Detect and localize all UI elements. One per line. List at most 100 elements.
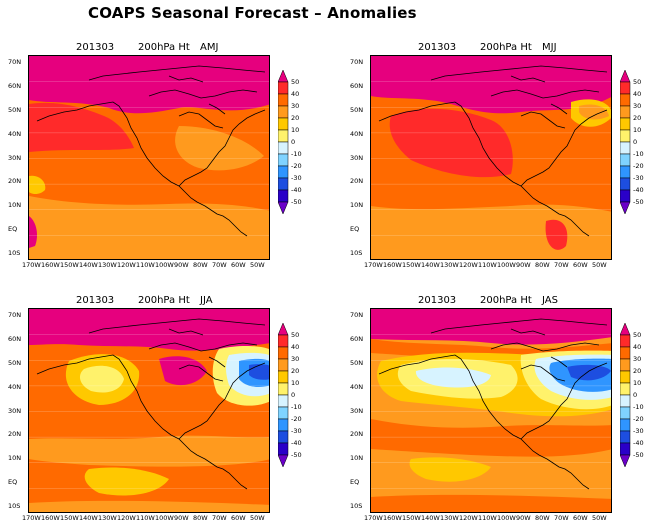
colorbar-level-label: 0 — [291, 391, 296, 399]
lon-tick-label: 60W — [573, 261, 588, 269]
colorbar-level-label: 30 — [291, 355, 300, 363]
colorbar-level-label: 10 — [633, 379, 642, 387]
lat-tick-label: 60N — [8, 334, 22, 343]
lat-tick-label: 30N — [350, 153, 364, 162]
lon-tick-label: 160W — [383, 261, 402, 269]
lon-tick-label: 170W — [364, 261, 383, 269]
lat-tick-label: EQ — [8, 225, 18, 234]
lat-tick-label: 20N — [8, 177, 22, 186]
lon-tick-label: 50W — [592, 514, 607, 522]
lon-tick-label: 150W — [402, 261, 421, 269]
forecast-panel-jja: 201303 200hPa Ht JJA 70N 60N 50N 40N 30N 20N 10N… — [0, 253, 326, 522]
lon-tick-label: 80W — [193, 514, 208, 522]
lat-tick-label: 40N — [8, 382, 22, 391]
colorbar-level-label: -40 — [291, 439, 302, 447]
lon-tick-label: 140W — [79, 514, 98, 522]
colorbar-level-label: -50 — [291, 198, 302, 206]
lon-tick-label: 60W — [231, 261, 246, 269]
lon-tick-label: 170W — [22, 261, 41, 269]
panel-variable: 200hPa Ht — [138, 42, 190, 53]
colorbar-level-label: 20 — [291, 367, 300, 375]
lat-tick-label: EQ — [350, 478, 360, 487]
lat-tick-label: 60N — [350, 334, 364, 343]
lon-tick-label: 110W — [136, 261, 155, 269]
colorbar-level-label: -50 — [291, 451, 302, 459]
lon-tick-label: 70W — [554, 514, 569, 522]
colorbar-level-label: 10 — [291, 379, 300, 387]
colorbar-level-label: -20 — [633, 415, 644, 423]
anomaly-map — [370, 55, 612, 260]
lon-tick-label: 140W — [421, 261, 440, 269]
colorbar-level-label: -50 — [633, 451, 644, 459]
colorbar-level-label: 50 — [633, 331, 642, 339]
colorbar-level-label: 10 — [633, 126, 642, 134]
lon-tick-label: 170W — [364, 514, 383, 522]
panel-variable: 200hPa Ht — [138, 295, 190, 306]
colorbar-level-label: -10 — [291, 150, 302, 158]
colorbar-level-label: 10 — [291, 126, 300, 134]
lon-tick-label: 60W — [231, 514, 246, 522]
anomaly-map — [370, 308, 612, 513]
colorbar-level-label: -30 — [291, 427, 302, 435]
lat-tick-label: 70N — [8, 311, 22, 319]
lon-tick-label: 150W — [60, 514, 79, 522]
colorbar-level-label: -10 — [633, 403, 644, 411]
lon-tick-label: 170W — [22, 514, 41, 522]
colorbar-level-label: 30 — [633, 102, 642, 110]
lat-tick-label: 10N — [350, 201, 364, 210]
lon-tick-label: 120W — [117, 514, 136, 522]
colorbar-level-label: 20 — [291, 114, 300, 122]
lon-tick-label: 100W — [497, 261, 516, 269]
lon-tick-label: 90W — [516, 514, 531, 522]
colorbar-level-label: 50 — [291, 331, 300, 339]
lat-tick-label: 30N — [8, 153, 22, 162]
lon-tick-label: 70W — [554, 261, 569, 269]
colorbar-level-label: 0 — [291, 138, 296, 146]
colorbar-level-label: 40 — [633, 343, 642, 351]
lat-tick-label: 20N — [350, 430, 364, 439]
panel-variable: 200hPa Ht — [480, 42, 532, 53]
colorbar-level-label: -30 — [291, 174, 302, 182]
lon-tick-label: 130W — [98, 261, 117, 269]
forecast-panel-jas: 201303 200hPa Ht JAS 70N 60N 50N 40N 30N 20N 10N… — [342, 253, 652, 522]
lat-tick-label: 70N — [8, 58, 22, 66]
lon-tick-label: 70W — [212, 261, 227, 269]
colorbar-level-label: 40 — [291, 343, 300, 351]
colorbar-level-label: 40 — [291, 90, 300, 98]
lon-tick-label: 90W — [174, 261, 189, 269]
lon-tick-label: 160W — [383, 514, 402, 522]
lat-tick-label: 10N — [8, 201, 22, 210]
lat-tick-label: 40N — [350, 129, 364, 138]
lat-tick-label: EQ — [350, 225, 360, 234]
panel-date: 201303 — [418, 295, 457, 306]
lon-tick-label: 50W — [250, 514, 265, 522]
colorbar-level-label: 40 — [633, 90, 642, 98]
colorbar — [277, 322, 292, 473]
panel-date: 201303 — [418, 42, 457, 53]
lon-tick-label: 90W — [174, 514, 189, 522]
lon-tick-label: 100W — [155, 261, 174, 269]
colorbar-level-label: 0 — [633, 391, 638, 399]
colorbar-level-label: -30 — [633, 174, 644, 182]
colorbar-level-label: 50 — [633, 78, 642, 86]
colorbar-level-label: 50 — [291, 78, 300, 86]
forecast-panel-mjj: 201303 200hPa Ht MJJ 70N 60N 50N 40N 30N 20N 10N… — [342, 0, 652, 269]
lon-tick-label: 80W — [193, 261, 208, 269]
lon-tick-label: 100W — [155, 514, 174, 522]
lon-tick-label: 150W — [402, 514, 421, 522]
colorbar-level-label: -40 — [291, 186, 302, 194]
colorbar-level-label: -40 — [633, 186, 644, 194]
colorbar-level-label: -30 — [633, 427, 644, 435]
panel-season: AMJ — [200, 42, 219, 53]
lon-tick-label: 140W — [421, 514, 440, 522]
colorbar — [277, 69, 292, 220]
lat-tick-label: 50N — [8, 105, 22, 114]
colorbar-level-label: -50 — [633, 198, 644, 206]
lon-tick-label: 130W — [440, 261, 459, 269]
lon-tick-label: 150W — [60, 261, 79, 269]
page-title: COAPS Seasonal Forecast – Anomalies — [88, 4, 417, 22]
lon-tick-label: 160W — [41, 514, 60, 522]
lat-tick-label: 20N — [8, 430, 22, 439]
lon-tick-label: 90W — [516, 261, 531, 269]
lat-tick-label: 30N — [8, 406, 22, 415]
